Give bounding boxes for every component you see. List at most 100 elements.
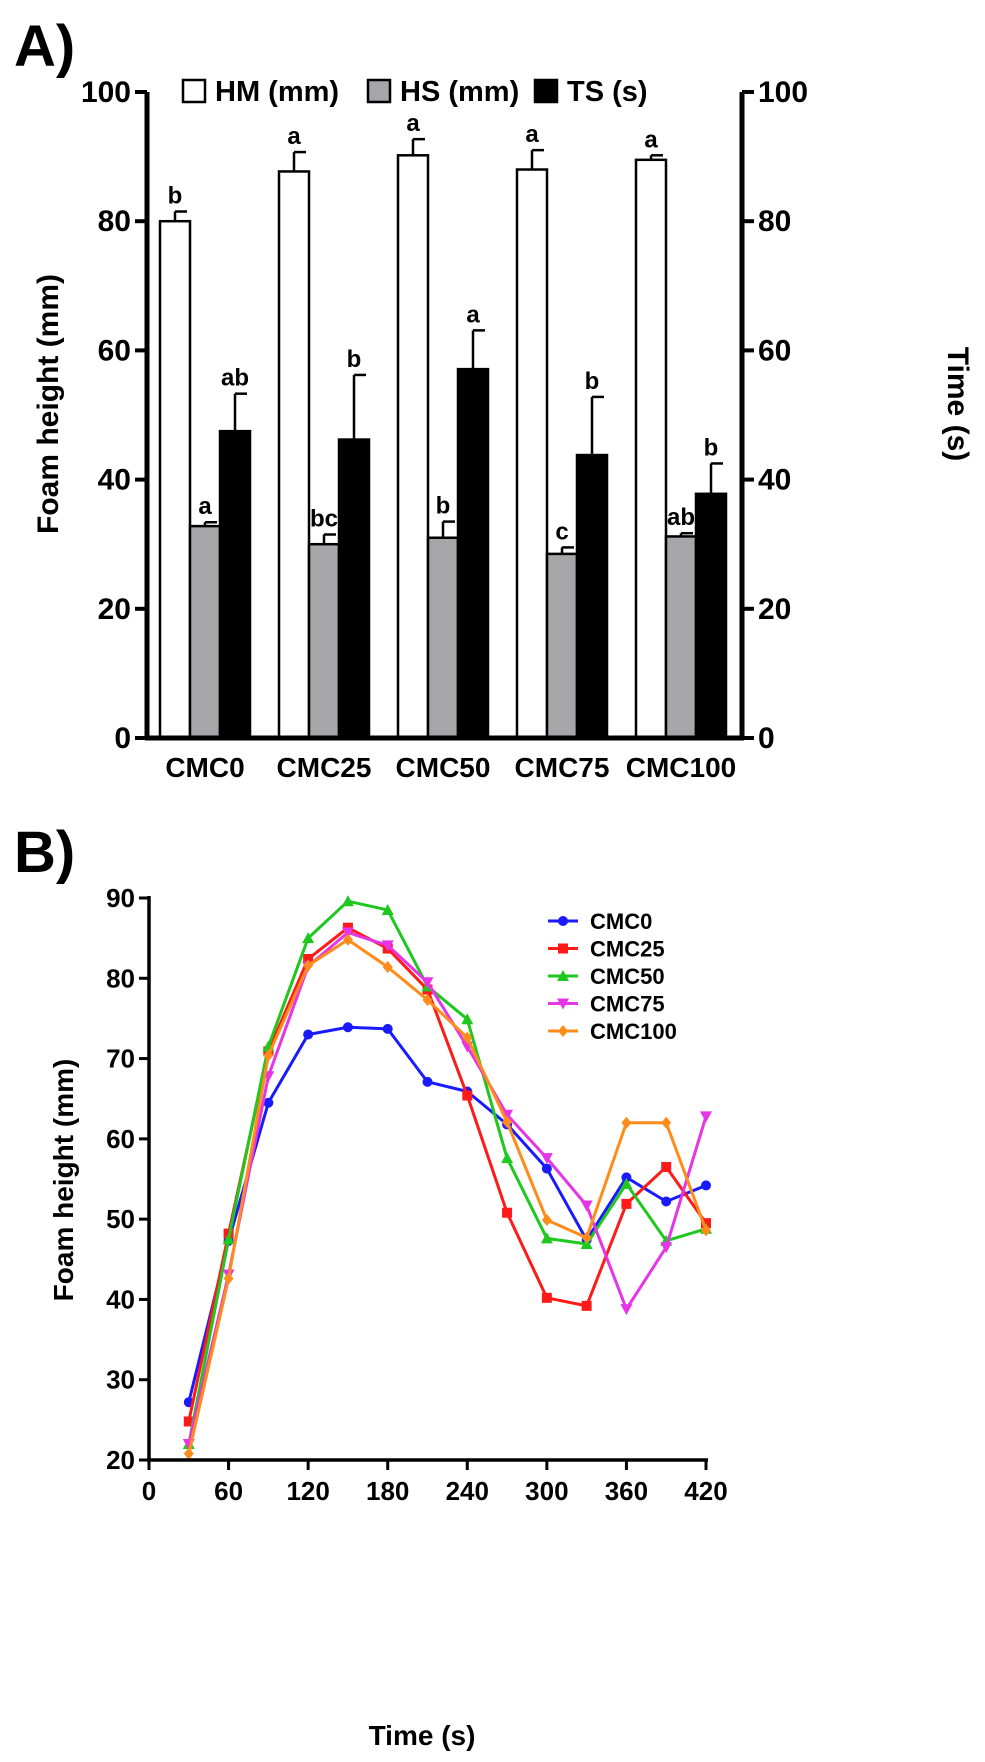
panel-b-xtick-label: 180 xyxy=(366,1476,409,1506)
panel-a-category-label: CMC25 xyxy=(277,752,372,783)
panel-a-significance-letter: b xyxy=(585,368,600,395)
panel-b-legend-label: CMC0 xyxy=(590,909,652,934)
panel-b-legend-label: CMC75 xyxy=(590,992,665,1017)
panel-a-legend-label: TS (s) xyxy=(567,76,648,108)
panel-b-ytick-label: 80 xyxy=(106,963,135,993)
panel-a-significance-letter: c xyxy=(555,518,568,545)
panel-a-ytick-label: 100 xyxy=(81,76,131,109)
panel-b-xtick-label: 60 xyxy=(214,1476,243,1506)
panel-a-bar xyxy=(218,429,252,740)
panel-b-legend-marker xyxy=(558,943,568,954)
panel-b-xlabel: Time (s) xyxy=(369,1720,476,1751)
panel-b-data-point xyxy=(462,1031,473,1044)
panel-b-data-point xyxy=(422,1076,433,1087)
panel-b-series-line xyxy=(187,938,708,1454)
panel-a-y2tick-label: 80 xyxy=(758,205,791,238)
panel-b-data-point xyxy=(581,1231,592,1244)
panel-b-data-point xyxy=(461,1013,474,1025)
panel-b-data-point xyxy=(381,904,394,916)
panel-a-legend-label: HS (mm) xyxy=(400,76,519,108)
panel-b-ytick-label: 20 xyxy=(106,1445,135,1475)
panel-a-legend-swatch xyxy=(366,78,392,104)
panel-b-data-point xyxy=(620,1177,633,1189)
panel-b-data-point xyxy=(541,1213,552,1226)
panel-b-data-point xyxy=(502,1207,513,1218)
panel-a-ylabel: Foam height (mm) xyxy=(32,274,65,534)
panel-a-ytick-label: 60 xyxy=(98,334,131,367)
panel-a-legend-swatch xyxy=(533,78,559,104)
panel-a-y2tick-label: 40 xyxy=(758,464,791,497)
panel-b-series-line xyxy=(187,926,708,1422)
panel-b-data-point xyxy=(580,1200,593,1212)
panel-a-bar xyxy=(575,453,609,740)
panel-a-significance-letter: a xyxy=(644,126,658,153)
panel-a-bar xyxy=(515,168,549,740)
panel-a-ytick-label: 20 xyxy=(98,593,131,626)
panel-b-ytick-label: 70 xyxy=(106,1044,135,1074)
panel-b-xtick-label: 120 xyxy=(286,1476,329,1506)
panel-a-significance-letter: a xyxy=(198,493,212,520)
panel-b-legend-label: CMC25 xyxy=(590,937,665,962)
panel-b-xtick-label: 420 xyxy=(684,1476,727,1506)
panel-b-legend-label: CMC100 xyxy=(590,1019,677,1044)
panel-b-data-point xyxy=(540,1232,553,1244)
panel-b-data-point xyxy=(303,1029,314,1040)
panel-b-data-point xyxy=(661,1116,672,1129)
panel-b-ylabel: Foam height (mm) xyxy=(48,1059,79,1302)
panel-b-data-point xyxy=(263,1049,274,1062)
panel-b-data-point xyxy=(302,932,315,944)
panel-b-ytick-label: 50 xyxy=(106,1204,135,1234)
panel-a-significance-letter: b xyxy=(704,434,719,461)
panel-a-y2tick-label: 0 xyxy=(758,722,775,755)
panel-b-data-point xyxy=(342,1022,353,1033)
panel-b-legend-marker xyxy=(558,1025,568,1037)
panel-b-data-point xyxy=(620,1304,633,1316)
panel-b-series-line xyxy=(187,899,707,1445)
panel-a-bar xyxy=(337,438,371,740)
panel-b-legend-marker xyxy=(557,998,569,1010)
panel-a-bar xyxy=(396,154,430,740)
panel-a-significance-letter: b xyxy=(347,346,362,373)
panel-b-legend-marker xyxy=(558,916,568,926)
panel-b-data-point xyxy=(701,1180,711,1191)
panel-a-category-label: CMC0 xyxy=(165,752,244,783)
panel-b-data-point xyxy=(502,1115,513,1128)
panel-b-legend-label: CMC50 xyxy=(590,964,665,989)
panel-a-bar xyxy=(188,524,222,740)
panel-a-bar xyxy=(664,535,698,740)
panel-a-bar xyxy=(426,536,460,740)
panel-a-bar xyxy=(307,542,341,740)
panel-b-xtick-label: 300 xyxy=(525,1476,568,1506)
panel-b-legend-marker xyxy=(557,970,569,981)
panel-a-category-label: CMC100 xyxy=(626,752,736,783)
panel-a-legend-label: HM (mm) xyxy=(215,76,339,108)
panel-a-bar xyxy=(456,367,490,740)
panel-b-data-point xyxy=(541,1163,552,1174)
panel-b-data-point xyxy=(341,895,354,907)
panel-b-data-point xyxy=(621,1172,632,1183)
panel-b-data-point xyxy=(540,1153,553,1165)
panel-b-data-point xyxy=(222,1233,235,1245)
panel-b-data-point xyxy=(303,959,314,972)
panel-a-ytick-label: 40 xyxy=(98,464,131,497)
panel-b-data-point xyxy=(183,1416,194,1427)
panel-a-bar xyxy=(277,170,311,740)
panel-b-data-point xyxy=(660,1242,673,1254)
panel-a-significance-letter: ab xyxy=(221,365,249,392)
panel-a-bar xyxy=(545,552,579,740)
panel-a-significance-letter: a xyxy=(287,123,301,150)
panel-a-bar xyxy=(158,219,192,740)
panel-a-significance-letter: b xyxy=(168,183,183,210)
panel-b-ytick-label: 40 xyxy=(106,1284,135,1314)
panel-b-data-point xyxy=(501,1152,514,1164)
panel-b-data-point xyxy=(581,1300,592,1311)
panel-b-data-point xyxy=(223,1272,234,1285)
panel-b-data-point xyxy=(422,993,433,1006)
panel-b-data-point xyxy=(661,1196,672,1207)
panel-b-data-point xyxy=(382,961,393,974)
panel-b-ytick-label: 90 xyxy=(106,883,135,913)
panel-b-data-point xyxy=(341,927,354,939)
panel-a-legend-swatch xyxy=(181,78,207,104)
panel-b-data-point xyxy=(183,1447,194,1460)
